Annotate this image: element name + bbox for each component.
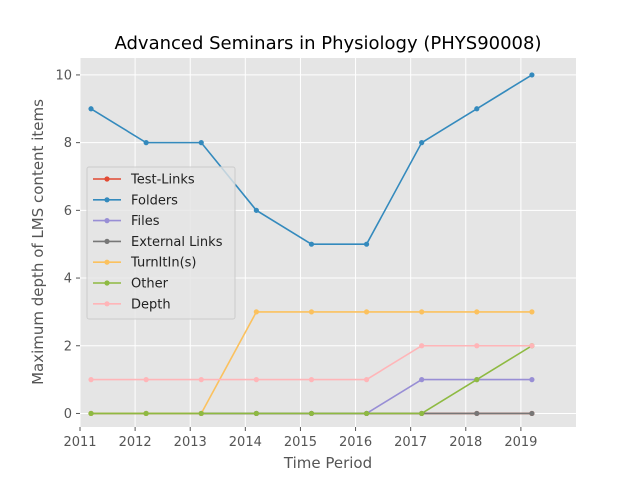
legend-box xyxy=(86,166,236,320)
x-axis-label: Time Period xyxy=(283,454,372,472)
series-depth xyxy=(88,343,535,383)
chart-title: Advanced Seminars in Physiology (PHYS900… xyxy=(115,33,542,54)
data-point-other xyxy=(363,410,370,417)
data-point-turnitin-s xyxy=(419,309,425,315)
x-tick-label: 2013 xyxy=(174,435,207,450)
series-other xyxy=(88,343,535,417)
data-point-folders xyxy=(198,140,204,146)
data-point-folders xyxy=(308,241,315,247)
data-point-depth xyxy=(308,377,315,383)
legend-swatch-marker xyxy=(104,176,110,182)
data-point-files xyxy=(419,377,425,383)
legend-swatch-marker xyxy=(104,238,110,244)
data-point-folders xyxy=(253,207,259,213)
legend-item: Folders xyxy=(93,193,178,208)
y-tick-label: 2 xyxy=(64,339,72,354)
legend-swatch-marker xyxy=(104,197,110,203)
data-point-depth xyxy=(88,377,94,383)
y-tick-label: 10 xyxy=(55,68,72,83)
legend-label: Other xyxy=(131,277,169,292)
data-point-depth xyxy=(474,343,480,349)
legend-swatch-marker xyxy=(104,301,110,307)
data-point-other xyxy=(419,410,425,417)
data-point-folders xyxy=(143,140,149,146)
legend-item: Depth xyxy=(93,297,171,312)
x-axis-ticks: 2011 2012 2013 2014 2015 2016 2017 2018 2019 xyxy=(63,427,537,450)
data-point-turnitin-s xyxy=(529,309,535,315)
legend-label: Files xyxy=(131,214,160,229)
legend-item: TurnItIn(s) xyxy=(93,256,196,271)
data-point-folders xyxy=(474,106,480,112)
legend-label: Folders xyxy=(131,193,178,208)
data-point-folders xyxy=(363,241,370,247)
data-point-depth xyxy=(419,343,425,349)
data-point-depth xyxy=(363,377,370,383)
data-point-other xyxy=(143,410,149,417)
y-axis-label: Maximum depth of LMS content items xyxy=(29,99,47,385)
legend-item: Test-Links xyxy=(93,173,195,188)
data-point-external-links xyxy=(529,410,535,417)
data-point-other xyxy=(308,410,315,417)
data-point-folders xyxy=(88,106,94,112)
data-point-turnitin-s xyxy=(308,309,315,315)
data-point-other xyxy=(253,410,259,417)
data-point-other xyxy=(198,410,204,417)
data-point-files xyxy=(529,377,535,383)
x-tick-label: 2015 xyxy=(284,435,317,450)
data-point-folders xyxy=(419,140,425,146)
y-tick-label: 0 xyxy=(64,407,72,422)
y-tick-label: 4 xyxy=(64,272,72,287)
legend-label: Depth xyxy=(131,297,171,312)
legend-label: External Links xyxy=(131,235,223,250)
x-tick-label: 2012 xyxy=(119,435,152,450)
data-point-other xyxy=(88,410,94,417)
legend-swatch-marker xyxy=(104,280,110,286)
legend-item: Files xyxy=(93,214,160,229)
x-tick-label: 2014 xyxy=(229,435,262,450)
data-point-turnitin-s xyxy=(474,309,480,315)
x-tick-label: 2011 xyxy=(63,435,96,450)
x-tick-label: 2017 xyxy=(394,435,427,450)
x-tick-label: 2016 xyxy=(339,435,372,450)
legend-swatch-marker xyxy=(104,218,110,224)
y-axis-ticks: 0 2 4 6 8 10 xyxy=(55,68,80,422)
data-point-external-links xyxy=(474,410,480,417)
data-point-other xyxy=(474,377,480,383)
data-point-depth xyxy=(529,343,535,349)
data-point-folders xyxy=(529,72,535,78)
legend-item: Other xyxy=(93,277,169,292)
data-point-depth xyxy=(143,377,149,383)
series-layer xyxy=(88,72,535,417)
data-point-turnitin-s xyxy=(253,309,259,315)
legend: Test-Links Folders Files External Links Turn… xyxy=(86,166,236,320)
legend-label: TurnItIn(s) xyxy=(130,256,196,271)
y-tick-label: 8 xyxy=(64,136,72,151)
x-tick-label: 2018 xyxy=(449,435,482,450)
data-point-depth xyxy=(253,377,259,383)
y-tick-label: 6 xyxy=(64,204,72,219)
legend-item: External Links xyxy=(93,235,223,250)
data-point-turnitin-s xyxy=(363,309,370,315)
x-tick-label: 2019 xyxy=(504,435,537,450)
data-point-depth xyxy=(198,377,204,383)
series-folders xyxy=(88,72,535,247)
legend-swatch-marker xyxy=(104,259,110,265)
legend-label: Test-Links xyxy=(130,173,195,188)
